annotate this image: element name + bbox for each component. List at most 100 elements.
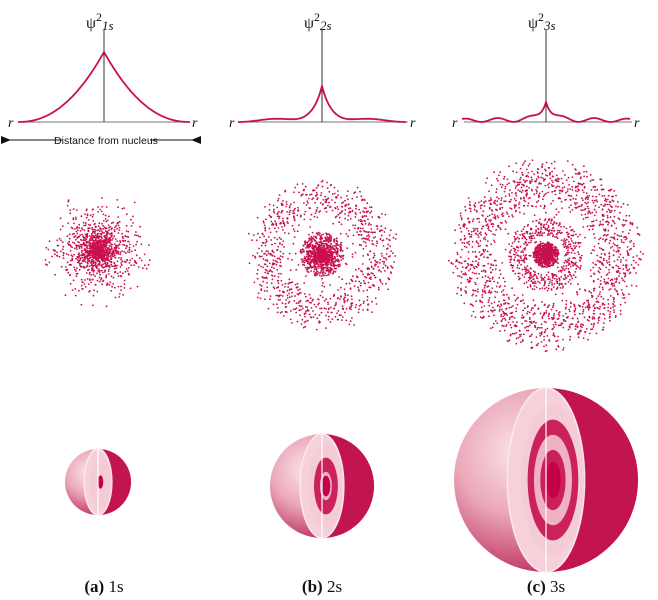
density-dot bbox=[304, 266, 307, 269]
density-dot bbox=[128, 262, 131, 264]
density-dot bbox=[320, 236, 322, 239]
density-dot bbox=[317, 253, 319, 256]
density-dot bbox=[91, 247, 94, 249]
density-dot bbox=[546, 289, 549, 292]
density-dot bbox=[340, 247, 342, 249]
density-dot bbox=[559, 232, 562, 235]
density-dot bbox=[125, 230, 128, 232]
plot-1s: r r ψ21s Distance from nucleus bbox=[0, 10, 201, 147]
density-dot bbox=[315, 328, 318, 331]
density-dot bbox=[328, 261, 331, 263]
density-dot bbox=[342, 201, 345, 204]
density-dot bbox=[117, 232, 120, 234]
density-dot bbox=[68, 240, 71, 243]
density-dot bbox=[71, 246, 74, 249]
density-dot bbox=[329, 206, 331, 209]
density-dot bbox=[268, 227, 271, 230]
density-dot bbox=[352, 224, 354, 227]
density-dot bbox=[107, 270, 110, 273]
density-dot bbox=[304, 185, 307, 188]
density-dot bbox=[91, 227, 94, 229]
density-dot bbox=[86, 246, 88, 249]
density-dot bbox=[632, 242, 635, 245]
density-dot bbox=[576, 173, 579, 175]
density-dot bbox=[505, 221, 508, 224]
density-dot bbox=[604, 199, 606, 202]
density-dot bbox=[551, 179, 553, 182]
density-dot bbox=[625, 267, 628, 269]
density-dot bbox=[285, 305, 288, 308]
density-dot bbox=[335, 303, 337, 306]
density-dot bbox=[596, 188, 598, 191]
density-dot bbox=[626, 251, 629, 254]
density-dot bbox=[350, 278, 353, 281]
density-dot bbox=[536, 277, 539, 280]
density-dot bbox=[120, 275, 123, 278]
density-dot bbox=[581, 312, 584, 315]
density-dot bbox=[537, 168, 540, 171]
density-dot bbox=[62, 252, 65, 255]
density-dot bbox=[508, 200, 511, 203]
density-dot bbox=[529, 196, 531, 199]
density-dot bbox=[308, 267, 310, 269]
density-dot bbox=[544, 280, 546, 283]
density-dot bbox=[544, 169, 547, 172]
density-dot bbox=[252, 234, 255, 237]
density-dot bbox=[137, 235, 140, 237]
density-dot bbox=[103, 259, 106, 262]
density-dot bbox=[522, 333, 525, 336]
density-dot bbox=[362, 240, 365, 243]
density-dot bbox=[343, 288, 346, 291]
density-dot bbox=[304, 325, 307, 328]
density-dot bbox=[316, 265, 319, 268]
density-dot bbox=[626, 250, 629, 252]
density-dot bbox=[323, 240, 326, 242]
density-dot bbox=[98, 240, 100, 243]
density-dot bbox=[271, 278, 274, 281]
density-dot bbox=[99, 228, 102, 231]
density-dot bbox=[303, 282, 306, 284]
density-dot bbox=[79, 258, 81, 261]
density-dot bbox=[324, 254, 326, 257]
density-dot bbox=[115, 224, 118, 227]
density-dot bbox=[521, 171, 523, 174]
density-dot bbox=[632, 266, 635, 269]
density-dot bbox=[464, 205, 466, 208]
density-dot bbox=[378, 216, 381, 219]
density-dot bbox=[491, 276, 494, 279]
density-dot bbox=[94, 261, 97, 264]
density-dot bbox=[68, 243, 71, 246]
density-dot bbox=[270, 253, 273, 256]
density-dot bbox=[556, 286, 559, 289]
density-dot bbox=[562, 326, 565, 329]
density-dot bbox=[272, 204, 275, 207]
density-dot bbox=[108, 266, 111, 269]
density-dot bbox=[542, 198, 544, 201]
density-dot bbox=[111, 234, 113, 237]
density-dot bbox=[366, 202, 369, 205]
density-dot bbox=[527, 171, 530, 174]
density-dot bbox=[386, 267, 389, 270]
density-dot bbox=[344, 205, 347, 208]
density-dot bbox=[116, 272, 119, 275]
density-dot bbox=[293, 216, 295, 219]
density-dot bbox=[583, 171, 585, 173]
density-dot bbox=[69, 263, 72, 266]
density-dot bbox=[140, 259, 143, 262]
density-dot bbox=[542, 177, 544, 180]
density-dot bbox=[359, 211, 362, 214]
density-dot bbox=[66, 235, 69, 238]
density-dot bbox=[329, 237, 332, 240]
density-dot bbox=[584, 331, 586, 333]
density-dot bbox=[108, 284, 111, 286]
density-dot bbox=[545, 192, 547, 195]
density-dot bbox=[611, 199, 614, 202]
density-dot bbox=[72, 208, 75, 211]
density-dot bbox=[510, 326, 513, 329]
density-dot bbox=[481, 289, 484, 291]
density-dot bbox=[336, 240, 339, 243]
density-dot bbox=[340, 248, 343, 251]
density-dot bbox=[116, 251, 118, 254]
density-dot bbox=[354, 191, 357, 194]
density-dot bbox=[562, 347, 565, 349]
